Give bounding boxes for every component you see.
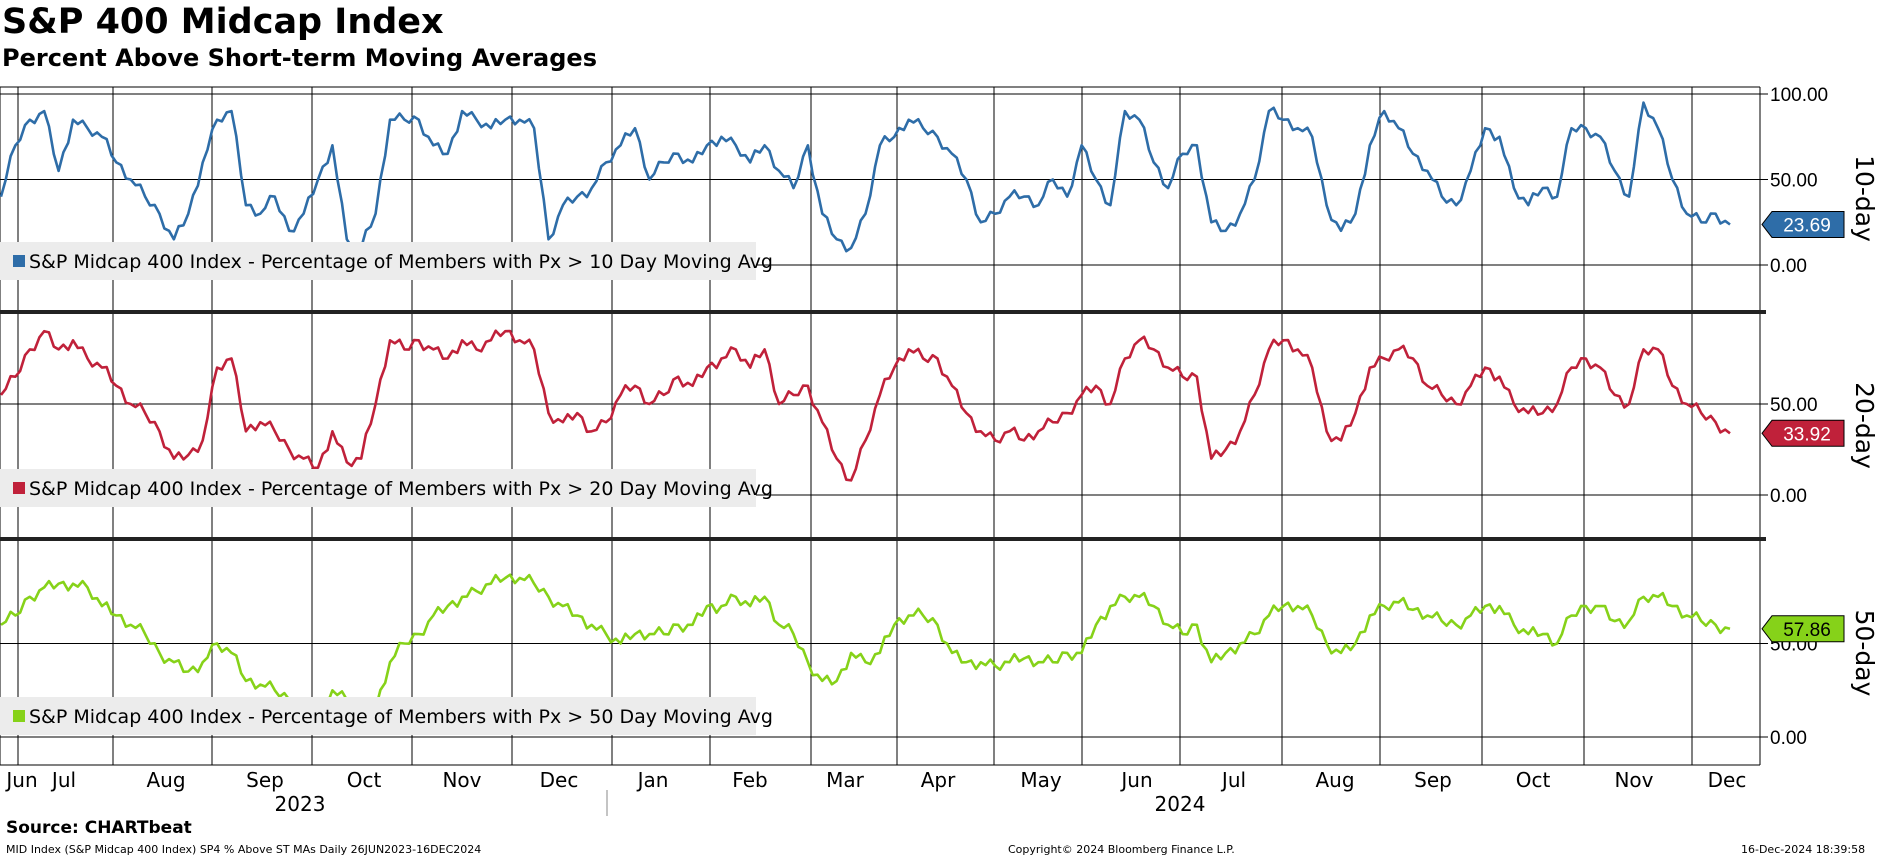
x-tick-label: Apr xyxy=(921,768,956,792)
y-tick-label: 50.00 xyxy=(1770,171,1818,192)
panel-separator xyxy=(0,537,1766,541)
legend-box-20-day xyxy=(0,469,756,507)
last-value-label: 57.86 xyxy=(1783,620,1831,641)
x-tick-label: Jul xyxy=(1220,768,1246,792)
x-tick-label: Jul xyxy=(50,768,76,792)
x-tick-label: Feb xyxy=(732,768,767,792)
source-label: Source: CHARTbeat xyxy=(6,818,192,838)
legend-box-10-day xyxy=(0,242,756,280)
last-value-label: 23.69 xyxy=(1783,215,1831,236)
last-value-box xyxy=(1761,419,1845,447)
y-tick-label: 0.00 xyxy=(1770,256,1807,277)
panel-axis-label-50-day: 50-day xyxy=(1850,610,1877,697)
x-tick-label: Oct xyxy=(347,768,382,792)
last-value-label: 33.92 xyxy=(1783,424,1831,445)
x-tick-label: Aug xyxy=(146,768,185,792)
x-tick-label: Aug xyxy=(1315,768,1354,792)
y-tick-label: 100.00 xyxy=(1770,85,1828,106)
legend-label-20-day: S&P Midcap 400 Index - Percentage of Mem… xyxy=(29,478,773,500)
legend-label-10-day: S&P Midcap 400 Index - Percentage of Mem… xyxy=(29,251,773,273)
y-tick-label: 0.00 xyxy=(1770,728,1807,749)
year-label: 2024 xyxy=(1155,792,1206,816)
x-tick-label: Nov xyxy=(1614,768,1653,792)
chart-subtitle: Percent Above Short-term Moving Averages xyxy=(2,44,597,72)
legend-swatch-50-day xyxy=(13,710,25,722)
x-tick-label: May xyxy=(1020,768,1062,792)
x-tick-label: Dec xyxy=(540,768,579,792)
last-value-tag-10-day: 23.69 xyxy=(1761,210,1845,238)
chart-title: S&P 400 Midcap Index xyxy=(2,2,444,42)
legend-swatch-20-day xyxy=(13,482,25,494)
last-value-tag-50-day: 57.86 xyxy=(1761,615,1845,643)
x-tick-label: Dec xyxy=(1708,768,1747,792)
x-tick-label: Mar xyxy=(826,768,865,792)
ticker-info: MID Index (S&P Midcap 400 Index) SP4 % A… xyxy=(6,843,482,856)
series-line-10-day xyxy=(0,101,1731,253)
x-tick-label: Jun xyxy=(1119,768,1152,792)
last-value-box xyxy=(1761,615,1845,643)
y-tick-label: 50.00 xyxy=(1770,395,1818,416)
x-tick-label: Jun xyxy=(4,768,37,792)
panel-axis-label-20-day: 20-day xyxy=(1850,382,1877,469)
x-tick-label: Oct xyxy=(1516,768,1551,792)
series-line-50-day xyxy=(0,573,1731,716)
x-tick-label: Sep xyxy=(246,768,284,792)
legend-swatch-10-day xyxy=(13,255,25,267)
series-line-20-day xyxy=(0,329,1731,482)
year-label: 2023 xyxy=(275,792,326,816)
timestamp: 16-Dec-2024 18:39:58 xyxy=(1741,843,1866,856)
legend-box-50-day xyxy=(0,697,756,735)
panel-separator xyxy=(0,310,1766,314)
panel-axis-label-10-day: 10-day xyxy=(1850,155,1877,242)
x-tick-label: Jan xyxy=(636,768,669,792)
legend-label-50-day: S&P Midcap 400 Index - Percentage of Mem… xyxy=(29,706,773,728)
copyright: Copyright© 2024 Bloomberg Finance L.P. xyxy=(1008,843,1235,856)
x-tick-label: Sep xyxy=(1414,768,1452,792)
y-tick-label: 0.00 xyxy=(1770,486,1807,507)
last-value-box xyxy=(1761,210,1845,238)
last-value-tag-20-day: 33.92 xyxy=(1761,419,1845,447)
x-tick-label: Nov xyxy=(442,768,481,792)
